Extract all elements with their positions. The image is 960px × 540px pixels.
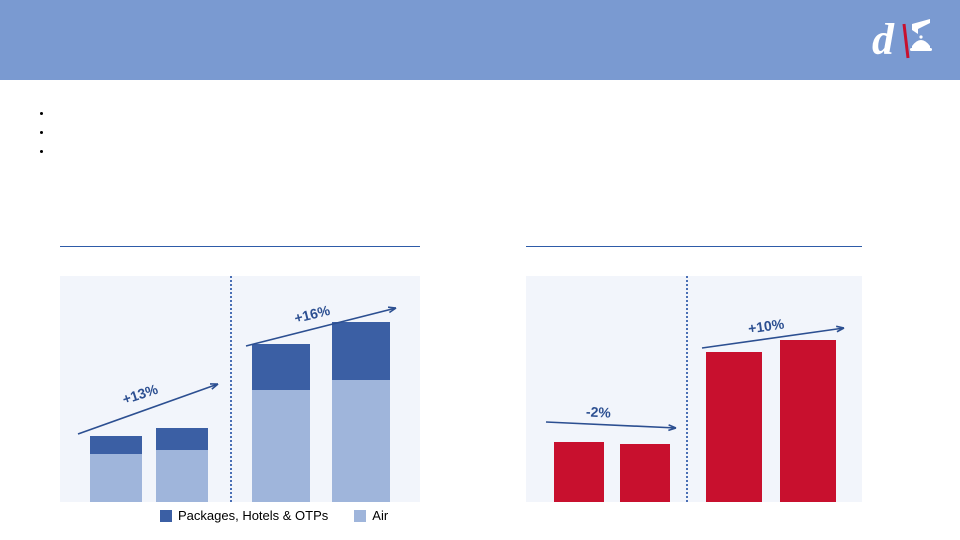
- svg-text:d: d: [872, 15, 895, 64]
- legend-swatch: [354, 510, 366, 522]
- chart-legend: Packages, Hotels & OTPs Air: [160, 508, 408, 523]
- growth-arrows: [526, 246, 862, 502]
- left-chart: +13%+16%: [60, 246, 420, 502]
- chart-area: +13%+16% -2%+10% Packages, Hotels & OTPs…: [60, 246, 900, 536]
- right-chart: -2%+10%: [526, 246, 862, 502]
- legend-label: Packages, Hotels & OTPs: [178, 508, 328, 523]
- legend-label: Air: [372, 508, 388, 523]
- legend-swatch: [160, 510, 172, 522]
- brand-logo: d: [872, 12, 936, 73]
- bullet-list: [40, 108, 52, 165]
- growth-label: -2%: [586, 403, 612, 420]
- growth-arrows: [60, 246, 420, 502]
- header-bar: d: [0, 0, 960, 80]
